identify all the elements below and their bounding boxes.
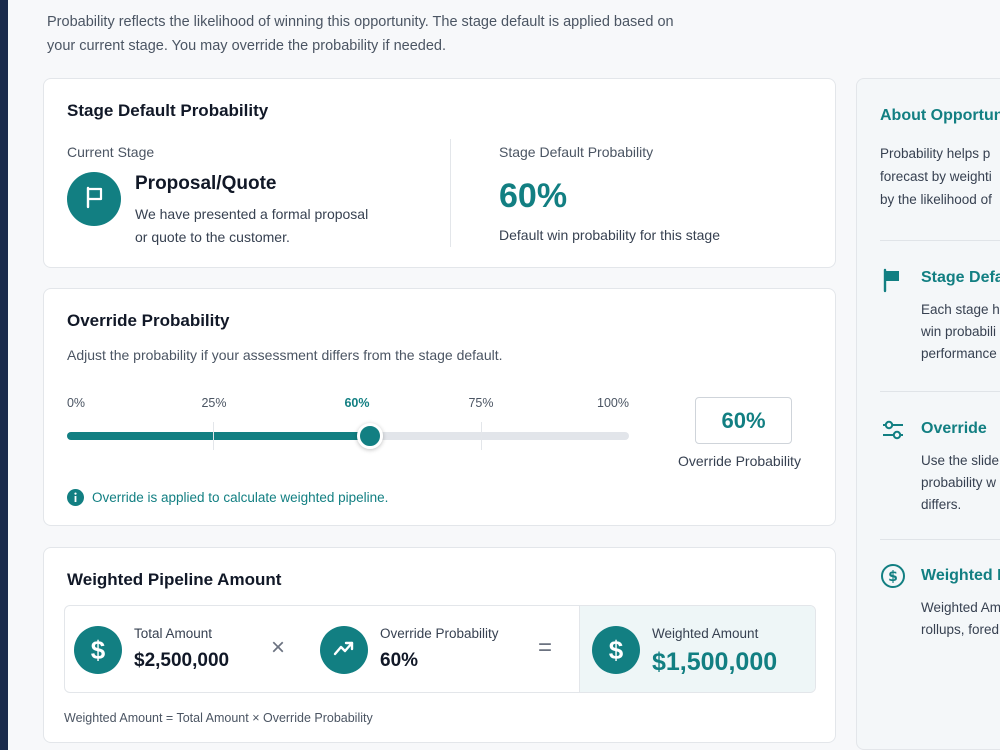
about-override-line-2: probability w — [921, 475, 997, 490]
stage-flag-badge — [67, 172, 121, 226]
override-probability-badge — [320, 626, 368, 674]
intro-line-2: your current stage. You may override the… — [47, 38, 446, 54]
tick-label-100: 100% — [597, 396, 629, 410]
about-divider-1 — [880, 240, 1000, 241]
calc-probability-label: Override Probability — [380, 626, 499, 641]
stage-default-caption: Default win probability for this stage — [499, 227, 720, 243]
about-text-line-2: forecast by weighti — [880, 169, 992, 184]
dollar-circle-icon: $ — [880, 563, 906, 594]
tick-mark-25 — [213, 422, 214, 450]
weighted-amount-label: Weighted Amount — [652, 626, 759, 641]
multiply-symbol: × — [271, 634, 286, 661]
left-nav-edge — [0, 0, 8, 750]
sliders-icon — [880, 417, 906, 448]
about-weighted-line-2: rollups, fored — [921, 622, 1000, 637]
about-weighted-line-1: Weighted Am — [921, 600, 1000, 615]
stage-default-card: Stage Default Probability Current Stage … — [43, 78, 836, 268]
stage-description-line-2: or quote to the customer. — [135, 229, 290, 245]
stage-default-value: 60% — [499, 177, 568, 215]
about-text-line-3: by the likelihood of — [880, 192, 992, 207]
tick-mark-75 — [481, 422, 482, 450]
about-opportunity-panel: About Opportun Probability helps p forec… — [856, 78, 1000, 750]
flag-icon — [81, 184, 107, 215]
intro-line-1: Probability reflects the likelihood of w… — [47, 14, 674, 30]
weighted-amount-value: $1,500,000 — [652, 648, 778, 676]
weighted-card-title: Weighted Pipeline Amount — [67, 570, 282, 589]
about-stage-default-line-2: win probabili — [921, 324, 997, 339]
about-panel-text: Probability helps p forecast by weighti … — [880, 142, 992, 211]
total-amount-badge: $ — [74, 626, 122, 674]
tick-label-75: 75% — [468, 396, 494, 410]
tick-label-25: 25% — [201, 396, 227, 410]
intro-text: Probability reflects the likelihood of w… — [47, 10, 747, 58]
equals-symbol: = — [538, 634, 553, 661]
dollar-icon: $ — [90, 634, 106, 665]
about-weighted-title: Weighted I — [921, 567, 1000, 584]
stage-description-line-1: We have presented a formal proposal — [135, 206, 369, 222]
stage-default-label: Stage Default Probability — [499, 144, 654, 160]
total-amount-value: $2,500,000 — [134, 650, 230, 671]
current-stage-label: Current Stage — [67, 144, 155, 160]
override-probability-card: Override Probability Adjust the probabil… — [43, 288, 836, 526]
stage-description: We have presented a formal proposal or q… — [135, 203, 368, 249]
about-panel-title: About Opportun — [880, 107, 1000, 124]
override-card-subtitle: Adjust the probability if your assessmen… — [67, 347, 503, 363]
tick-label-0: 0% — [66, 396, 86, 410]
flag-icon — [880, 267, 904, 298]
stage-card-divider — [450, 139, 451, 247]
stage-name: Proposal/Quote — [135, 173, 277, 194]
override-probability-caption: Override Probability — [678, 453, 801, 469]
about-stage-default-text: Each stage h win probabili performance — [921, 299, 1000, 365]
weighted-amount-badge: $ — [592, 626, 640, 674]
probability-slider-thumb[interactable] — [357, 423, 384, 449]
about-weighted-text: Weighted Am rollups, fored — [921, 597, 1000, 641]
probability-slider-fill — [67, 432, 371, 440]
stage-card-title: Stage Default Probability — [67, 101, 269, 120]
svg-text:$: $ — [888, 569, 898, 585]
about-text-line-1: Probability helps p — [880, 146, 991, 161]
about-stage-default-line-1: Each stage h — [921, 302, 1000, 317]
about-override-line-1: Use the slide — [921, 453, 1000, 468]
calc-probability-value: 60% — [380, 650, 419, 671]
override-info-text: Override is applied to calculate weighte… — [92, 490, 389, 505]
about-override-title: Override — [921, 420, 987, 437]
weighted-formula: Weighted Amount = Total Amount × Overrid… — [64, 711, 373, 725]
about-override-line-3: differs. — [921, 497, 962, 512]
override-probability-input[interactable]: 60% — [695, 397, 792, 444]
about-override-text: Use the slide probability w differs. — [921, 450, 999, 516]
override-card-title: Override Probability — [67, 311, 230, 330]
trending-up-icon — [331, 635, 357, 666]
about-divider-3 — [880, 539, 1000, 540]
info-icon — [67, 489, 84, 506]
tick-label-60: 60% — [344, 396, 370, 410]
probability-slider-track[interactable] — [67, 432, 629, 440]
about-divider-2 — [880, 391, 1000, 392]
total-amount-label: Total Amount — [134, 626, 213, 641]
weighted-calculation: $ Total Amount $2,500,000 × Override Pro… — [64, 605, 816, 693]
override-info-note: Override is applied to calculate weighte… — [67, 489, 388, 506]
about-stage-default-line-3: performance — [921, 346, 997, 361]
about-stage-default-title: Stage Defa — [921, 269, 1000, 286]
weighted-pipeline-card: Weighted Pipeline Amount $ Total Amount … — [43, 547, 836, 743]
dollar-icon: $ — [608, 634, 624, 665]
